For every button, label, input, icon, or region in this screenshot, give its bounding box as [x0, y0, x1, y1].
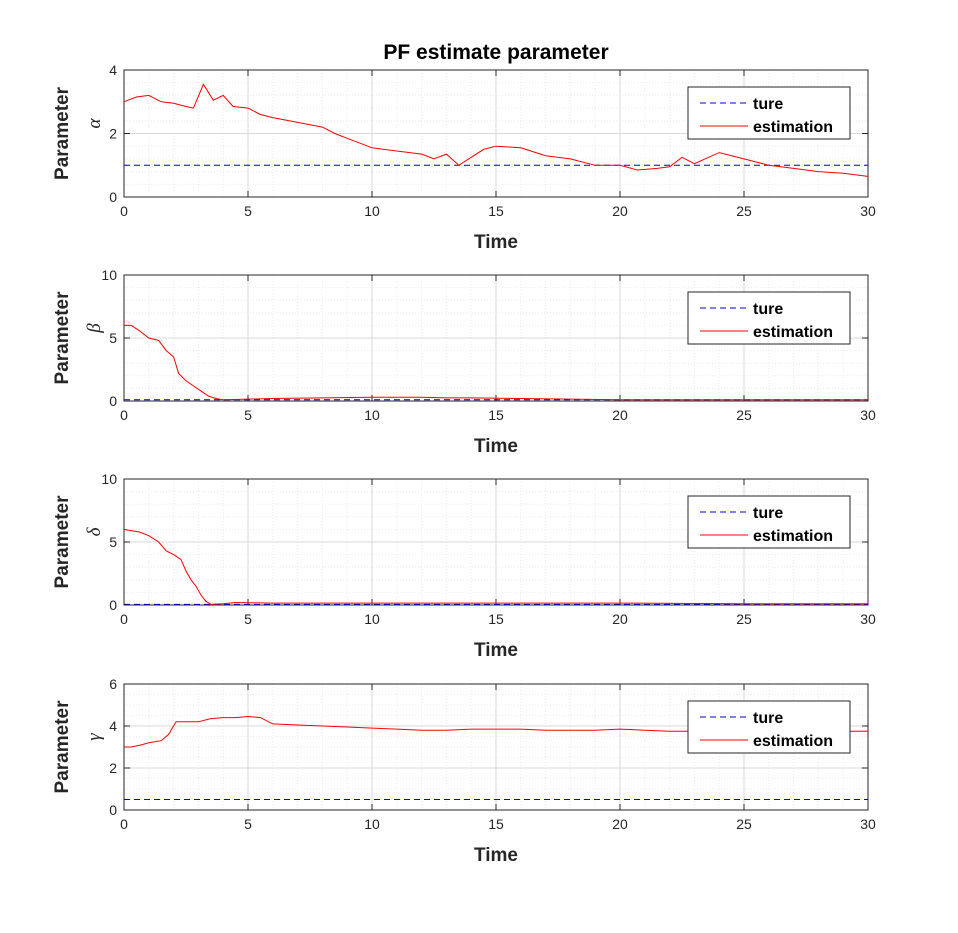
x-tick-label: 30 [860, 611, 876, 627]
legend: ture estimation [687, 86, 851, 140]
y-axis-symbol: α [84, 117, 105, 128]
subplot-3: 0 5 10 15 20 25 30 0 5 10 Time Parameter δ ture estima… [52, 471, 876, 661]
legend-label-ture: ture [753, 301, 783, 318]
y-axis-symbol: β [84, 323, 105, 334]
legend: ture estimation [687, 700, 851, 754]
x-axis-label: Time [474, 640, 518, 661]
x-tick-label: 25 [736, 816, 752, 832]
x-axis-label: Time [474, 232, 518, 253]
x-axis-label: Time [474, 845, 518, 866]
x-tick-label: 5 [244, 816, 252, 832]
y-tick-label: 2 [109, 760, 117, 776]
x-tick-label: 0 [120, 407, 128, 423]
x-tick-label: 15 [488, 203, 504, 219]
x-tick-label: 30 [860, 203, 876, 219]
x-tick-label: 20 [612, 407, 628, 423]
x-tick-label: 15 [488, 816, 504, 832]
y-axis-label: Parameter [52, 86, 73, 180]
legend: ture estimation [687, 291, 851, 345]
x-tick-label: 25 [736, 203, 752, 219]
x-tick-label: 20 [612, 816, 628, 832]
x-tick-label: 25 [736, 407, 752, 423]
legend-box [687, 86, 851, 140]
x-tick-label: 5 [244, 203, 252, 219]
x-tick-label: 5 [244, 407, 252, 423]
y-axis-symbol: γ [84, 733, 105, 741]
legend-box [687, 291, 851, 345]
x-tick-label: 5 [244, 611, 252, 627]
y-tick-label: 10 [101, 267, 117, 283]
legend-label-ture: ture [753, 710, 783, 727]
series-line-estimation [124, 528, 868, 605]
subplot-2: 0 5 10 15 20 25 30 0 5 10 Time Parameter β ture estima… [52, 267, 876, 457]
y-tick-label: 5 [109, 534, 117, 550]
legend-label-ture: ture [753, 505, 783, 522]
y-axis-label: Parameter [52, 700, 73, 794]
x-tick-label: 20 [612, 611, 628, 627]
y-axis-label: Parameter [52, 495, 73, 589]
x-tick-label: 15 [488, 407, 504, 423]
x-tick-label: 0 [120, 816, 128, 832]
y-tick-label: 4 [109, 718, 117, 734]
x-tick-label: 10 [364, 203, 380, 219]
y-axis-label: Parameter [52, 291, 73, 385]
y-axis-symbol: δ [84, 526, 105, 536]
legend-label-estimation: estimation [753, 733, 833, 750]
x-tick-label: 10 [364, 816, 380, 832]
figure-title: PF estimate parameter [383, 41, 608, 64]
y-tick-label: 5 [109, 330, 117, 346]
legend: ture estimation [687, 495, 851, 549]
subplot-4: 0 5 10 15 20 25 30 0 2 4 6 Time Parameter γ ture estima… [52, 676, 876, 866]
x-axis-label: Time [474, 436, 518, 457]
y-tick-label: 0 [109, 393, 117, 409]
series-line-estimation [124, 83, 868, 177]
x-tick-label: 30 [860, 407, 876, 423]
subplot-1: 0 5 10 15 20 25 30 0 2 4 Time Parameter α ture estimat… [52, 62, 876, 253]
x-tick-label: 10 [364, 611, 380, 627]
legend-box [687, 700, 851, 754]
x-tick-label: 15 [488, 611, 504, 627]
y-tick-label: 2 [109, 126, 117, 142]
x-tick-label: 25 [736, 611, 752, 627]
legend-label-ture: ture [753, 96, 783, 113]
x-tick-label: 10 [364, 407, 380, 423]
x-tick-label: 20 [612, 203, 628, 219]
x-tick-label: 0 [120, 611, 128, 627]
x-tick-label: 0 [120, 203, 128, 219]
x-tick-label: 30 [860, 816, 876, 832]
legend-box [687, 495, 851, 549]
y-tick-label: 10 [101, 471, 117, 487]
legend-label-estimation: estimation [753, 324, 833, 341]
legend-label-estimation: estimation [753, 528, 833, 545]
y-tick-label: 0 [109, 189, 117, 205]
y-tick-label: 4 [109, 62, 117, 78]
y-tick-label: 0 [109, 597, 117, 613]
y-tick-label: 6 [109, 676, 117, 692]
legend-label-estimation: estimation [753, 119, 833, 136]
series-line-estimation [124, 324, 868, 401]
y-tick-label: 0 [109, 802, 117, 818]
